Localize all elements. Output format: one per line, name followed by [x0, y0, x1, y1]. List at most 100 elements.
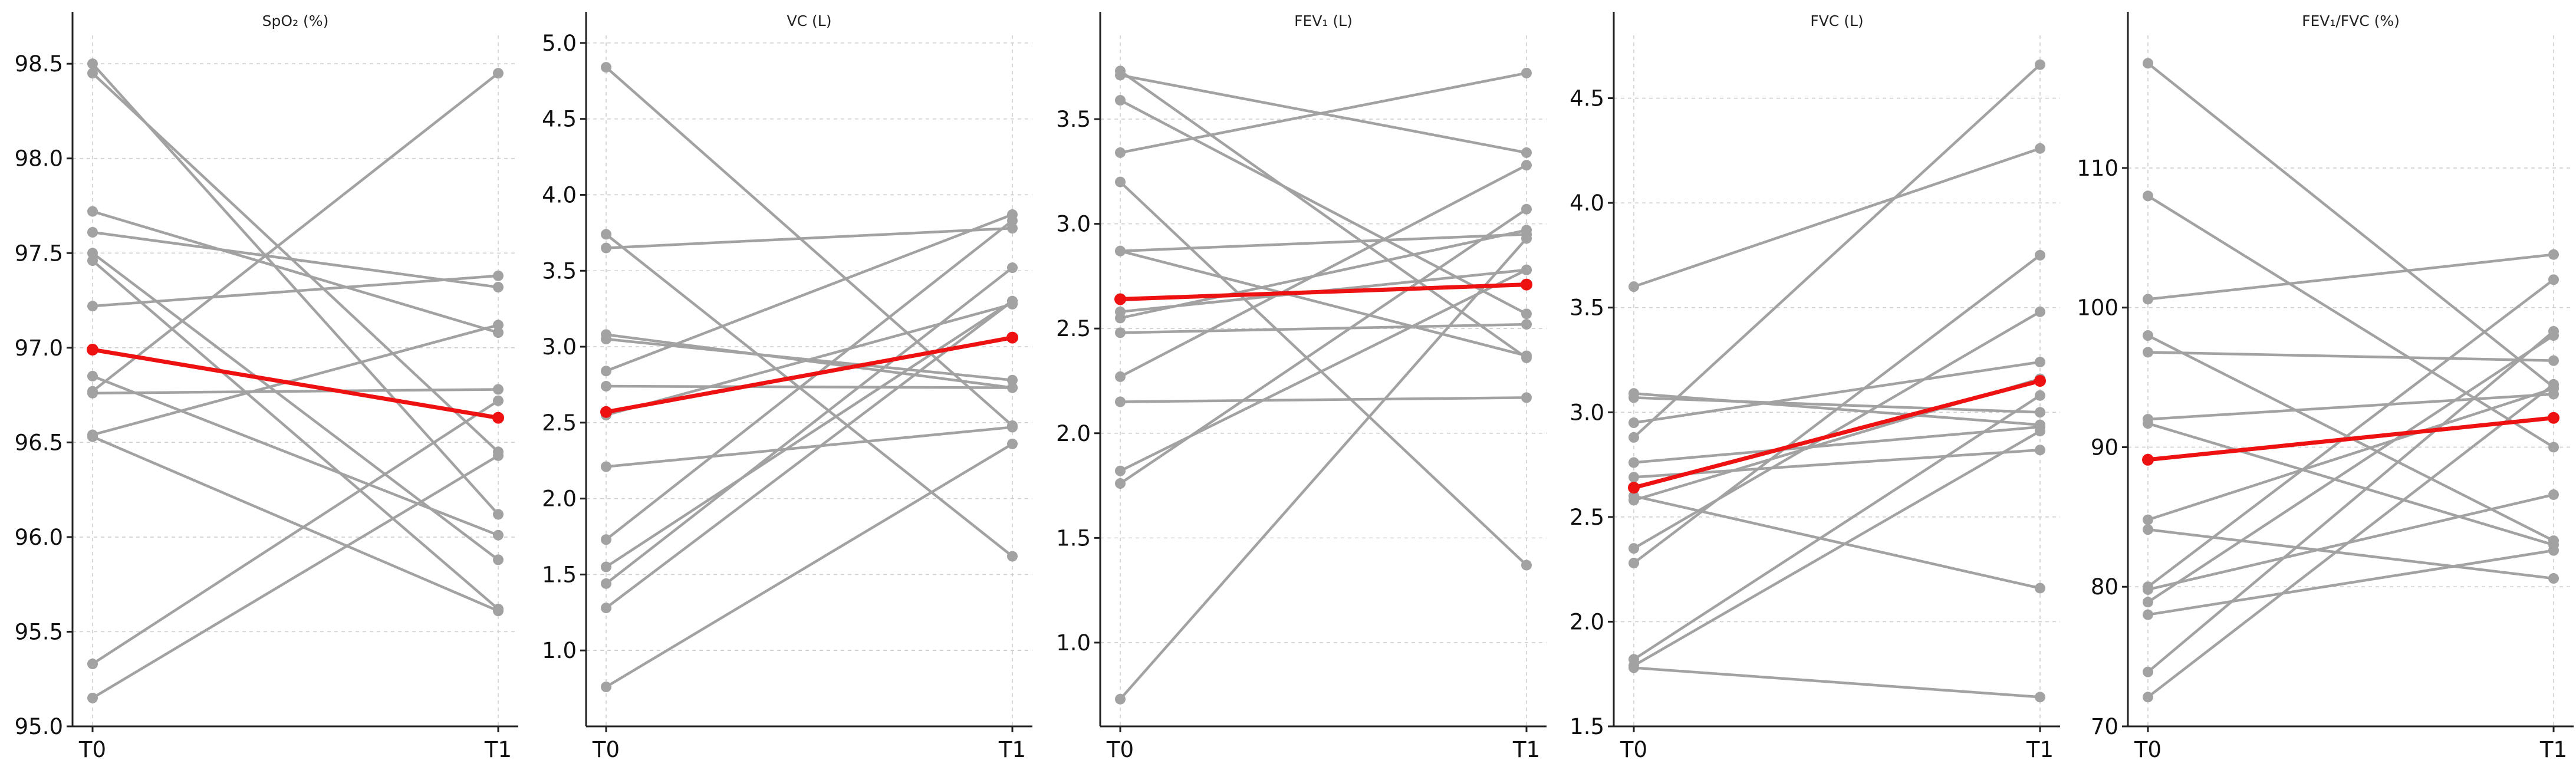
series-line [1633, 310, 2041, 550]
data-point [1007, 438, 1018, 449]
series-subject-15 [2143, 379, 2559, 703]
x-tick-label: T1 [998, 737, 1026, 762]
data-point [493, 282, 504, 293]
y-tick-label: 1.5 [1056, 525, 1091, 551]
series-mean [1628, 375, 2046, 494]
series-subject-9 [2143, 524, 2559, 584]
y-tick-label: 70 [2091, 714, 2118, 739]
data-point [2035, 445, 2045, 456]
data-point [1521, 264, 1532, 275]
series-line [1633, 425, 2041, 464]
series-subject-6 [87, 255, 504, 614]
data-point [2548, 325, 2559, 337]
data-point [1007, 215, 1018, 226]
mean-point [87, 344, 98, 356]
series-line [605, 300, 1014, 609]
panel-title: VC (L) [787, 12, 832, 29]
series-line [2147, 62, 2555, 389]
data-point [2548, 274, 2559, 285]
y-tick-label: 96.5 [15, 430, 63, 455]
series-line [1120, 233, 1527, 253]
panel-title: FVC (L) [1810, 12, 1863, 29]
y-tick-label: 98.0 [15, 146, 63, 172]
data-point [1115, 478, 1126, 489]
data-point [2035, 143, 2045, 154]
y-tick-label: 97.5 [15, 241, 63, 266]
data-point [1007, 374, 1018, 386]
series-subject-14 [601, 438, 1018, 693]
series-line [2147, 383, 2555, 699]
series-line [92, 231, 499, 289]
series-line [2147, 351, 2554, 362]
x-tick-label: T0 [1106, 737, 1134, 762]
series-mean [87, 344, 504, 424]
data-point [1628, 543, 1639, 554]
data-point [87, 659, 98, 670]
data-point [601, 62, 611, 73]
series-subject-13 [87, 395, 504, 670]
data-point [601, 578, 611, 589]
panel-5: 70 80 90 100 110 T0 T1 FEV₁/FVC (%) [2077, 12, 2574, 762]
data-point [87, 301, 98, 312]
panel-title: FEV₁ (L) [1294, 12, 1353, 29]
data-point [1007, 551, 1018, 562]
data-point [2143, 666, 2153, 677]
data-point [87, 370, 98, 381]
data-point [493, 68, 504, 79]
data-point [2035, 249, 2045, 261]
data-point [1521, 560, 1532, 571]
data-point [601, 534, 611, 545]
series-line [92, 435, 499, 613]
y-tick-label: 98.5 [15, 51, 63, 77]
y-tick-label: 3.0 [1570, 400, 1604, 425]
series-line [605, 442, 1014, 688]
panel-title: FEV₁/FVC (%) [2302, 12, 2400, 29]
series-line [606, 213, 1013, 373]
series-line [1120, 249, 1527, 357]
data-point [2143, 692, 2153, 703]
data-point [1115, 70, 1126, 81]
y-tick-label: 2.0 [1570, 609, 1604, 634]
series-mean [2142, 412, 2559, 466]
mean-point [1521, 278, 1532, 291]
data-point [1115, 396, 1126, 407]
x-tick-label: T1 [2539, 737, 2567, 762]
series-line [1119, 180, 1528, 567]
data-point [493, 270, 504, 281]
series-subject-15 [1115, 233, 1532, 705]
data-point [493, 395, 504, 406]
series-line [92, 210, 499, 334]
series-line [1119, 99, 1528, 315]
panel-4: 1.5 2.0 2.5 3.0 3.5 4.0 4.5 T0 T1 FVC (L) [1570, 12, 2060, 762]
y-tick-label: 3.5 [1056, 107, 1091, 132]
y-tick-label: 1.0 [1056, 630, 1091, 656]
series-subject-13 [601, 295, 1018, 614]
series-line [1633, 394, 2041, 661]
mean-line [1633, 379, 2041, 490]
data-point [2035, 692, 2045, 703]
series-subject-10 [1628, 306, 2045, 554]
y-tick-label: 95.0 [15, 714, 63, 739]
y-tick-label: 2.5 [1570, 505, 1604, 530]
series-line [1633, 448, 2041, 479]
series-subject-5 [1115, 176, 1532, 571]
data-point [87, 387, 98, 399]
x-tick-label: T1 [484, 737, 512, 762]
data-point [1521, 147, 1532, 158]
data-point [2143, 609, 2153, 620]
series-subject-3 [1115, 95, 1532, 320]
data-point [2143, 347, 2153, 358]
series-line [605, 219, 1014, 541]
data-point [1007, 382, 1018, 393]
data-point [493, 320, 504, 331]
mean-point [600, 406, 612, 418]
panel-title: SpO₂ (%) [262, 12, 329, 29]
data-point [1521, 225, 1532, 236]
data-point [2143, 597, 2153, 608]
series-line [1633, 360, 2041, 425]
y-tick-label: 100 [2077, 295, 2118, 321]
data-point [2143, 584, 2153, 595]
series-line [605, 66, 1014, 427]
data-point [1115, 371, 1126, 382]
